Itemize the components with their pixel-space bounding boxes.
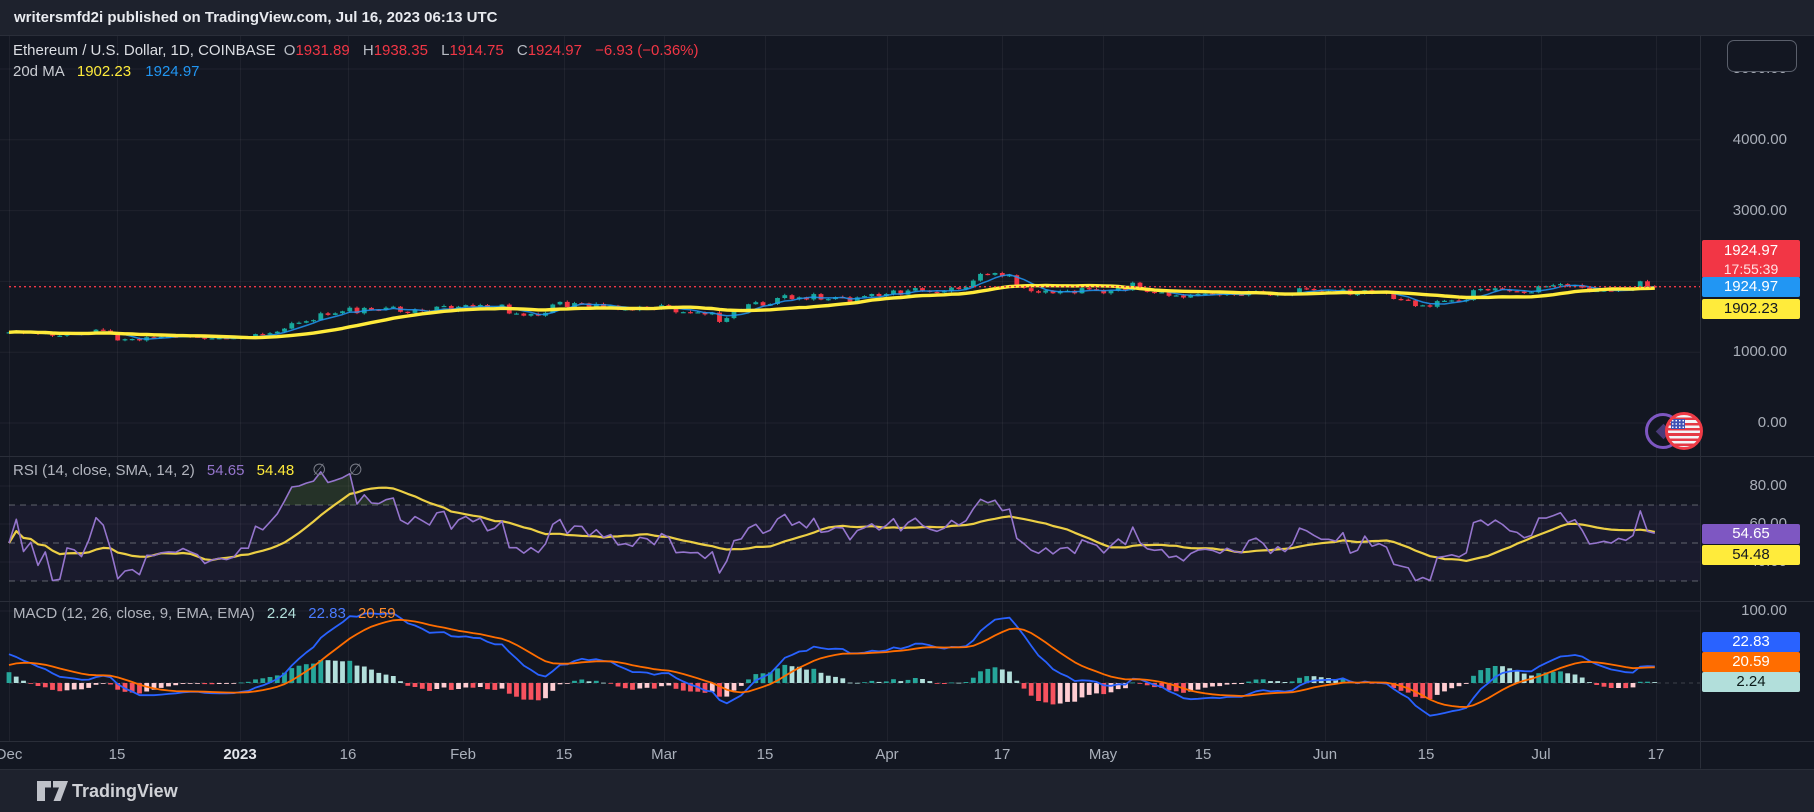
ma-label[interactable]: 20d MA — [13, 63, 65, 80]
tradingview-logo-icon[interactable] — [36, 781, 70, 802]
time-tick: Apr — [875, 746, 899, 763]
axis-label: 3000.00 — [1732, 202, 1787, 219]
price-pane — [0, 68, 1700, 424]
rsi-ma-value: 54.48 — [256, 462, 295, 479]
axis-label: 80.00 — [1749, 477, 1787, 494]
rsi-label[interactable]: RSI (14, close, SMA, 14, 2) — [13, 462, 195, 479]
us-flag-icon — [1665, 412, 1703, 450]
high-label: H — [362, 42, 374, 59]
time-tick: 2023 — [223, 746, 257, 763]
axis-label: 0.00 — [1757, 414, 1787, 431]
rsi-badge: 54.65 — [1702, 524, 1800, 544]
axis-label: 1000.00 — [1732, 343, 1787, 360]
time-tick: 15 — [1194, 746, 1212, 763]
open-value: 1931.89 — [295, 42, 350, 59]
time-tick: 15 — [555, 746, 573, 763]
ma-slow-badge: 1902.23 — [1702, 299, 1800, 319]
last-price: 1924.97 — [1723, 242, 1779, 259]
rsi-pane — [0, 471, 1700, 582]
rsi-ma-badge: 54.48 — [1702, 545, 1800, 565]
tradingview-wordmark[interactable]: TradingView — [72, 781, 178, 801]
macd-signal-value: 20.59 — [358, 605, 396, 622]
time-tick: 17 — [993, 746, 1011, 763]
ma20-value: 1902.23 — [76, 63, 132, 80]
low-label: L — [441, 42, 450, 59]
footer-bar: TradingView — [0, 769, 1814, 812]
ma-fast-badge: 1924.97 — [1702, 277, 1800, 297]
symbol-legend[interactable]: Ethereum / U.S. Dollar, 1D, COINBASE O19… — [13, 42, 703, 59]
symbol-pair-icons — [1645, 412, 1707, 452]
rsi-value: 54.65 — [206, 462, 245, 479]
rsi-empty-value-icon: ∅ ∅ — [312, 462, 372, 479]
macd-pane — [0, 610, 1700, 717]
axis-label: 4000.00 — [1732, 131, 1787, 148]
macd-badge: 22.83 — [1702, 632, 1800, 652]
ma-legend[interactable]: 20d MA 1902.23 1924.97 — [13, 63, 204, 80]
publish-text: writersmfd2i published on TradingView.co… — [14, 9, 498, 26]
close-value: 1924.97 — [527, 42, 582, 59]
macd-hist-value: 2.24 — [266, 605, 297, 622]
high-value: 1938.35 — [373, 42, 428, 59]
time-tick: Feb — [450, 746, 476, 763]
time-tick: 15 — [1417, 746, 1435, 763]
symbol-title[interactable]: Ethereum / U.S. Dollar, 1D, COINBASE — [13, 42, 276, 59]
time-tick: Jul — [1531, 746, 1551, 763]
time-tick: Jun — [1312, 746, 1338, 763]
macd-label[interactable]: MACD (12, 26, close, 9, EMA, EMA) — [13, 605, 255, 622]
axis-label: 100.00 — [1741, 602, 1787, 619]
time-tick: 17 — [1647, 746, 1665, 763]
grid-vertical — [9, 36, 1657, 741]
time-tick: 15 — [108, 746, 126, 763]
macd-hist-badge: 2.24 — [1702, 672, 1800, 692]
time-tick: Dec — [0, 746, 23, 763]
close-label: C — [516, 42, 528, 59]
low-value: 1914.75 — [449, 42, 504, 59]
time-tick: 15 — [756, 746, 774, 763]
time-tick: May — [1088, 746, 1118, 763]
macd-line-value: 22.83 — [308, 605, 346, 622]
macd-signal-badge: 20.59 — [1702, 652, 1800, 672]
change-value: −6.93 (−0.36%) — [595, 42, 699, 59]
macd-legend[interactable]: MACD (12, 26, close, 9, EMA, EMA) 2.24 2… — [13, 605, 400, 622]
bar-countdown: 17:55:39 — [1723, 261, 1779, 277]
rsi-legend[interactable]: RSI (14, close, SMA, 14, 2) 54.65 54.48 … — [13, 460, 376, 480]
time-tick: 16 — [339, 746, 357, 763]
publish-bar: writersmfd2i published on TradingView.co… — [0, 0, 1814, 36]
time-tick: Mar — [651, 746, 677, 763]
last-price-badge: 1924.97 17:55:39 — [1702, 240, 1800, 278]
ma5-value: 1924.97 — [145, 63, 200, 80]
macd-histogram — [6, 660, 1658, 705]
open-label: O — [283, 42, 296, 59]
logo-placeholder-box — [1727, 40, 1797, 72]
